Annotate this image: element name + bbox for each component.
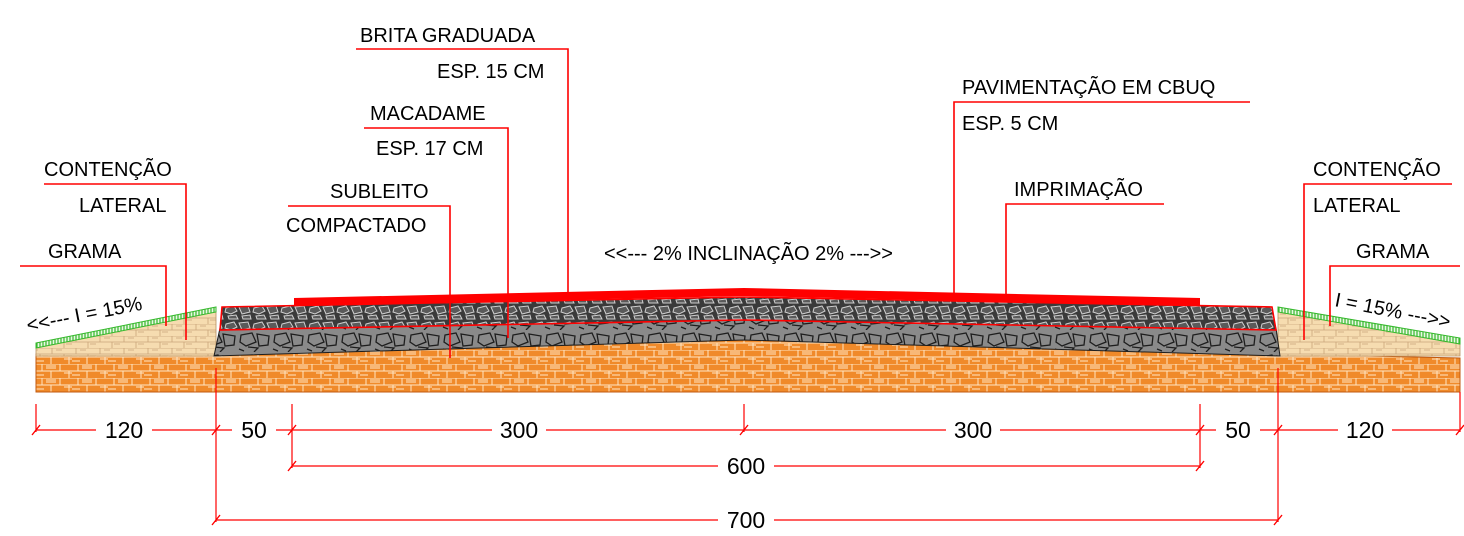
dim-300-left: 300	[500, 417, 538, 443]
dim-120-right: 120	[1346, 417, 1384, 443]
contencao-right-label: CONTENÇÃO	[1313, 157, 1441, 181]
subleito-label: SUBLEITO	[330, 181, 429, 203]
crushed-stone-layer	[219, 296, 1277, 331]
brita-label: BRITA GRADUADA	[360, 25, 536, 47]
dim-50-left: 50	[241, 417, 267, 443]
grama-left-label: GRAMA	[48, 241, 122, 263]
macadame-thickness-label: ESP. 17 CM	[376, 138, 483, 160]
macadame-label: MACADAME	[370, 103, 486, 125]
imprimacao-label: IMPRIMAÇÃO	[1014, 177, 1143, 201]
dim-300-right: 300	[954, 417, 992, 443]
grama-right-label: GRAMA	[1356, 241, 1430, 263]
contencao-left-label: CONTENÇÃO	[44, 157, 172, 181]
dim-700: 700	[727, 507, 765, 533]
dim-600: 600	[727, 453, 765, 479]
contencao-left-sub-label: LATERAL	[79, 195, 166, 217]
dim-120-left: 120	[105, 417, 143, 443]
subleito-compactado-label: COMPACTADO	[286, 215, 426, 237]
cross-slope-label: <<--- 2% INCLINAÇÃO 2% --->>	[604, 241, 893, 265]
right-embankment	[1277, 306, 1461, 357]
brita-thickness-label: ESP. 15 CM	[437, 61, 544, 83]
asphalt-layer	[294, 288, 1200, 306]
dimension-lines	[31, 368, 1464, 526]
pavimentacao-thickness-label: ESP. 5 CM	[962, 113, 1058, 135]
dim-50-right: 50	[1225, 417, 1251, 443]
pavimentacao-label: PAVIMENTAÇÃO EM CBUQ	[962, 75, 1215, 99]
leader-lines	[20, 48, 1460, 358]
contencao-right-sub-label: LATERAL	[1313, 195, 1400, 217]
